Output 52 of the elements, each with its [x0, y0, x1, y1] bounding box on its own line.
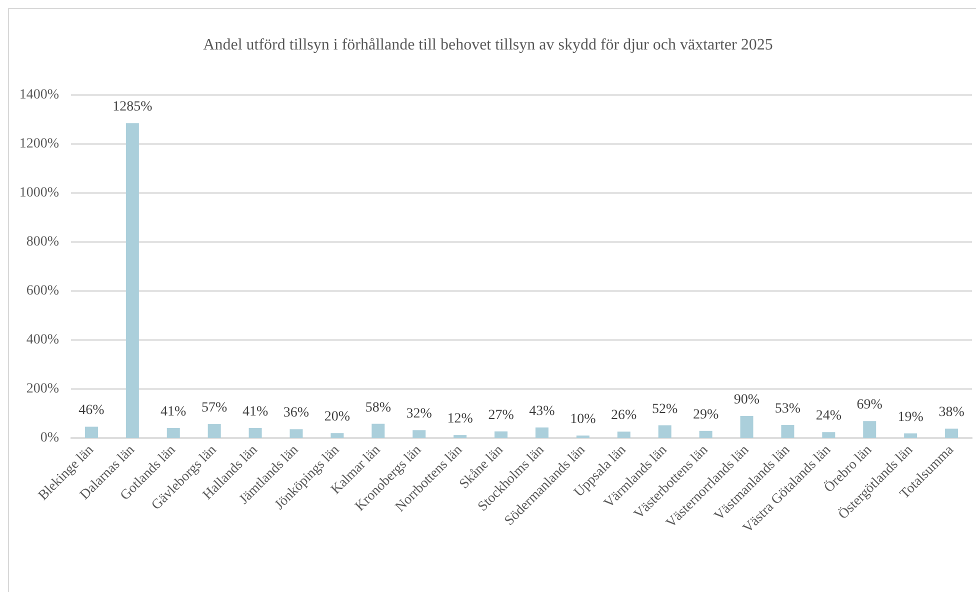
bar [945, 428, 958, 438]
data-label: 52% [652, 402, 678, 417]
bar [535, 427, 548, 438]
y-tick-label: 800% [26, 234, 60, 250]
bar [781, 425, 794, 438]
y-tick-label: 1200% [19, 136, 60, 152]
bar [372, 424, 385, 438]
data-label: 38% [938, 405, 965, 420]
data-label: 36% [283, 406, 310, 421]
data-label: 20% [324, 410, 350, 425]
bar [290, 429, 303, 438]
data-label: 27% [488, 408, 514, 423]
bar [248, 428, 262, 438]
bar [617, 432, 630, 438]
bar [658, 425, 672, 438]
y-tick-label: 600% [26, 284, 60, 298]
data-label: 90% [734, 392, 760, 408]
bar [454, 435, 467, 438]
data-label: 1285% [112, 100, 153, 115]
bar [330, 433, 344, 438]
bar [904, 433, 918, 438]
y-tick-label: 400% [26, 332, 60, 348]
bar [822, 432, 836, 438]
data-label: 12% [447, 412, 474, 427]
data-label: 46% [78, 403, 105, 418]
data-label: 53% [774, 402, 801, 417]
chart-title: Andel utförd tillsyn i förhållande till behovet tillsyn av skydd för djur och växtarter 2025 [203, 36, 773, 54]
data-label: 32% [406, 406, 432, 422]
y-tick-label: 0% [40, 430, 60, 446]
data-label: 41% [242, 404, 268, 420]
y-tick-label: 1400% [19, 88, 60, 102]
data-label: 69% [856, 398, 883, 413]
data-label: 43% [529, 404, 556, 419]
data-label: 58% [365, 400, 392, 416]
data-label: 57% [202, 400, 228, 416]
y-tick-label: 1000% [19, 186, 60, 200]
data-label: 29% [692, 407, 719, 422]
bar [166, 428, 180, 438]
bar [699, 430, 712, 438]
bar [84, 426, 98, 438]
data-label: 26% [611, 408, 638, 424]
data-label: 19% [898, 410, 924, 425]
data-label: 10% [570, 412, 596, 428]
bar [494, 431, 508, 438]
data-label: 41% [160, 404, 187, 420]
data-label: 24% [816, 408, 842, 424]
bar [863, 421, 876, 438]
bar [208, 424, 221, 438]
bar [412, 430, 426, 438]
bar [126, 123, 139, 438]
bar [740, 416, 754, 438]
y-tick-label: 200% [26, 382, 60, 396]
